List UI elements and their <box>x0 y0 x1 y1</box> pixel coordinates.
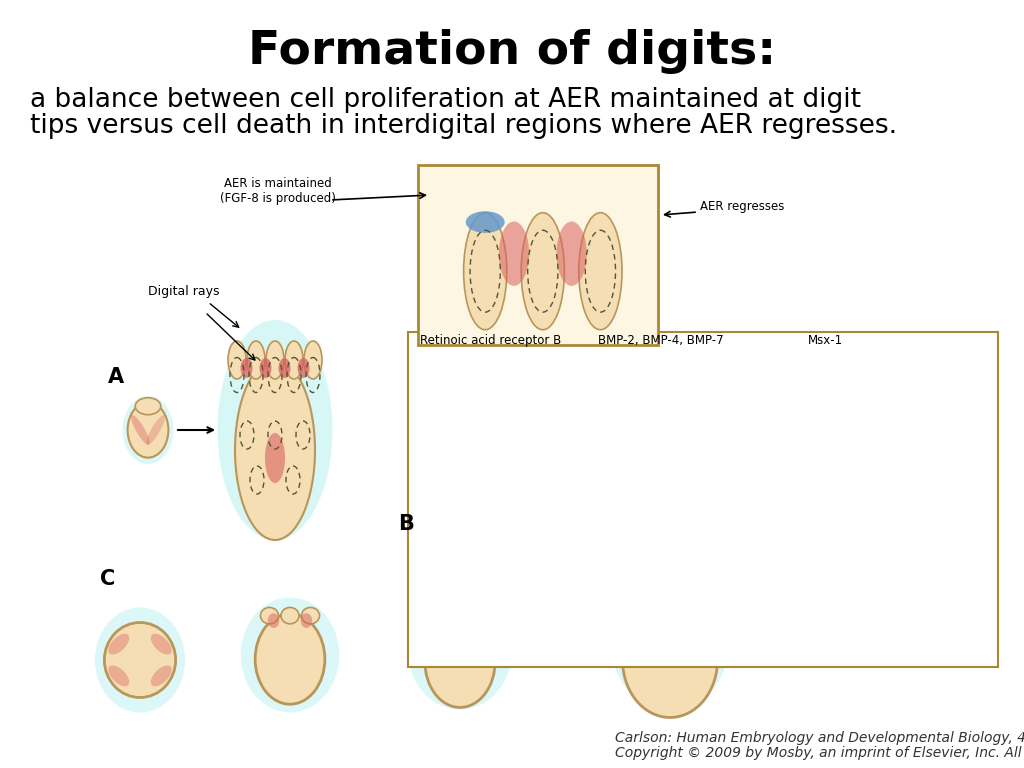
Ellipse shape <box>556 221 587 286</box>
Ellipse shape <box>618 568 634 613</box>
Ellipse shape <box>653 437 723 543</box>
Ellipse shape <box>109 666 129 687</box>
Ellipse shape <box>131 415 150 445</box>
Ellipse shape <box>268 613 280 628</box>
Ellipse shape <box>516 404 530 435</box>
Ellipse shape <box>835 404 849 435</box>
Ellipse shape <box>430 603 440 623</box>
Ellipse shape <box>151 634 172 654</box>
Ellipse shape <box>480 603 490 623</box>
Text: Formation of digits:: Formation of digits: <box>248 29 776 74</box>
Ellipse shape <box>123 396 173 464</box>
Ellipse shape <box>466 211 505 233</box>
Ellipse shape <box>408 587 513 710</box>
Text: a balance between cell proliferation at AER maintained at digit: a balance between cell proliferation at … <box>30 87 861 113</box>
Ellipse shape <box>265 433 285 483</box>
Ellipse shape <box>301 607 319 624</box>
Ellipse shape <box>259 358 271 378</box>
Ellipse shape <box>662 516 715 587</box>
Text: tips versus cell death in interdigital regions where AER regresses.: tips versus cell death in interdigital r… <box>30 113 897 139</box>
Ellipse shape <box>146 415 165 445</box>
Ellipse shape <box>521 213 564 329</box>
Text: Carlson: Human Embryology and Developmental Biology, 4th Edition.: Carlson: Human Embryology and Developmen… <box>615 731 1024 745</box>
Ellipse shape <box>304 341 322 379</box>
Ellipse shape <box>260 607 279 624</box>
Text: B: B <box>398 514 414 534</box>
Ellipse shape <box>579 213 622 329</box>
Ellipse shape <box>469 516 521 587</box>
Ellipse shape <box>128 402 168 458</box>
Ellipse shape <box>279 358 291 378</box>
Ellipse shape <box>464 213 507 329</box>
Ellipse shape <box>844 516 896 587</box>
Ellipse shape <box>446 398 544 600</box>
Text: AER regresses: AER regresses <box>700 200 784 213</box>
Ellipse shape <box>95 607 185 713</box>
Ellipse shape <box>281 607 299 624</box>
Ellipse shape <box>690 404 705 435</box>
Ellipse shape <box>671 404 686 435</box>
Ellipse shape <box>241 598 339 713</box>
Ellipse shape <box>709 404 724 435</box>
Ellipse shape <box>266 341 284 379</box>
Ellipse shape <box>486 596 501 621</box>
Ellipse shape <box>623 603 718 717</box>
Ellipse shape <box>446 603 457 623</box>
Ellipse shape <box>853 404 868 435</box>
Ellipse shape <box>241 358 253 378</box>
Ellipse shape <box>425 615 496 707</box>
Text: C: C <box>100 569 116 589</box>
Ellipse shape <box>891 404 905 435</box>
Ellipse shape <box>835 437 905 543</box>
Ellipse shape <box>640 564 656 616</box>
Ellipse shape <box>602 627 628 664</box>
Ellipse shape <box>897 437 916 525</box>
Ellipse shape <box>487 539 503 568</box>
Ellipse shape <box>652 404 668 435</box>
Ellipse shape <box>234 360 315 540</box>
Ellipse shape <box>821 398 919 600</box>
Ellipse shape <box>662 562 678 617</box>
Ellipse shape <box>499 221 529 286</box>
Text: Digital rays: Digital rays <box>148 285 219 298</box>
Ellipse shape <box>151 666 172 687</box>
FancyBboxPatch shape <box>408 332 998 667</box>
Ellipse shape <box>419 596 434 621</box>
Text: AER is maintained
(FGF-8 is produced): AER is maintained (FGF-8 is produced) <box>220 177 336 205</box>
Ellipse shape <box>104 623 176 697</box>
Ellipse shape <box>436 596 451 621</box>
Ellipse shape <box>478 404 494 435</box>
Ellipse shape <box>453 596 468 621</box>
Text: BMP-2, BMP-4, BMP-7: BMP-2, BMP-4, BMP-7 <box>598 334 724 347</box>
Ellipse shape <box>684 565 700 615</box>
Ellipse shape <box>460 404 474 435</box>
Ellipse shape <box>823 437 843 525</box>
Ellipse shape <box>469 596 484 621</box>
Ellipse shape <box>301 613 312 628</box>
Ellipse shape <box>247 341 265 379</box>
Ellipse shape <box>716 437 734 525</box>
Ellipse shape <box>497 404 512 435</box>
Text: Copyright © 2009 by Mosby, an imprint of Elsevier, Inc. All rights reserved.: Copyright © 2009 by Mosby, an imprint of… <box>615 746 1024 760</box>
Text: A: A <box>108 367 124 387</box>
Ellipse shape <box>135 398 161 415</box>
Ellipse shape <box>460 437 530 543</box>
Ellipse shape <box>640 398 736 600</box>
Ellipse shape <box>610 570 730 710</box>
Text: Retinoic acid receptor B: Retinoic acid receptor B <box>420 334 561 347</box>
FancyBboxPatch shape <box>418 165 658 345</box>
Ellipse shape <box>706 571 722 609</box>
Ellipse shape <box>298 358 309 378</box>
Ellipse shape <box>641 437 660 525</box>
Text: Msx-1: Msx-1 <box>808 334 843 347</box>
Ellipse shape <box>228 341 246 379</box>
Ellipse shape <box>285 341 303 379</box>
Ellipse shape <box>871 404 887 435</box>
Ellipse shape <box>463 603 474 623</box>
Ellipse shape <box>109 634 129 654</box>
Ellipse shape <box>255 614 325 704</box>
Ellipse shape <box>217 320 333 540</box>
